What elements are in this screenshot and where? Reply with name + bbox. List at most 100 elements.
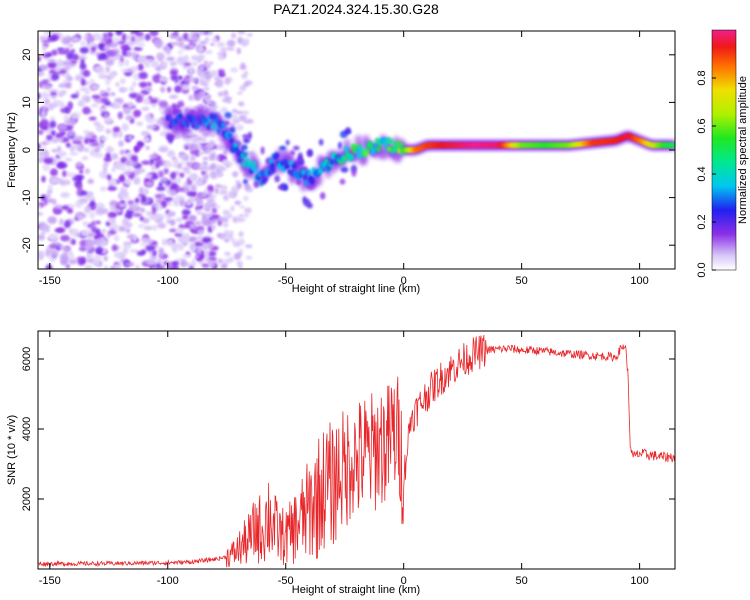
- spectrogram-ridge-core: [398, 142, 404, 149]
- spectrogram-noise-blob: [220, 165, 225, 171]
- spectrogram-noise-blob: [51, 95, 57, 100]
- snr-x-axis: -150 -100 -50 0 50 100: [39, 331, 649, 587]
- spectrogram-noise-blob: [59, 244, 64, 250]
- spectrogram-noise-blob: [200, 73, 207, 80]
- spectrogram-noise-blob: [111, 153, 119, 160]
- spectrogram-x-tick-label: -100: [157, 275, 179, 287]
- spectrogram-noise-blob: [117, 202, 127, 208]
- spectrogram-noise-blob: [244, 80, 250, 87]
- spectrogram-ridge-core: [206, 124, 212, 131]
- spectrogram-noise-blob: [38, 204, 42, 209]
- colorbar-tick-label: 0.0: [696, 262, 708, 277]
- spectrogram-noise-blob: [142, 58, 151, 67]
- spectrogram-noise-blob: [43, 31, 50, 36]
- spectrogram-noise-blob: [156, 52, 165, 61]
- spectrogram-noise-blob: [127, 200, 134, 205]
- spectrogram-noise-blob: [181, 209, 191, 216]
- spectrogram-noise-blob: [184, 145, 189, 150]
- spectrogram-noise-blob: [121, 123, 129, 132]
- spectrogram-ridge-blob: [224, 120, 231, 126]
- spectrogram-x-tick-label: -50: [278, 275, 294, 287]
- spectrogram-noise-blob: [246, 118, 254, 124]
- spectrogram-noise-blob: [201, 191, 208, 198]
- spectrogram-noise-blob: [214, 205, 221, 209]
- spectrogram-noise-blob: [42, 79, 50, 83]
- spectrogram-noise-blob: [170, 74, 179, 81]
- snr-x-tick-label: 0: [401, 575, 407, 587]
- spectrogram-noise-blob: [188, 44, 196, 50]
- spectrogram-noise-blob: [163, 261, 169, 266]
- spectrogram-noise-blob: [42, 84, 52, 90]
- spectrogram-noise-blob: [38, 221, 47, 226]
- spectrogram-noise-blob: [224, 77, 231, 85]
- spectrogram-noise-blob: [83, 96, 91, 103]
- spectrogram-noise-blob: [65, 82, 72, 89]
- spectrogram-noise-blob: [45, 264, 53, 269]
- spectrogram-noise-blob: [145, 211, 155, 216]
- spectrogram-noise-blob: [191, 175, 199, 182]
- spectrogram-noise-blob: [84, 265, 90, 269]
- spectrogram-noise-blob: [240, 62, 246, 70]
- spectrogram-ridge-core: [301, 169, 307, 176]
- spectrogram-ridge-core: [274, 152, 280, 159]
- spectrogram-noise-blob: [145, 173, 153, 178]
- spectrogram-noise-blob: [128, 206, 135, 212]
- spectrogram-noise-blob: [105, 128, 112, 134]
- spectrogram-noise-blob: [60, 192, 71, 198]
- spectrogram-noise-blob: [93, 121, 101, 127]
- colorbar: 0.0 0.2 0.4 0.6 0.8 Normalized spectral ampl…: [696, 29, 749, 278]
- spectrogram-noise-blob: [112, 101, 121, 109]
- spectrogram-noise-blob: [133, 46, 143, 51]
- spectrogram-noise-blob: [129, 85, 134, 93]
- spectrogram-ridge-blob: [277, 184, 286, 191]
- spectrogram-ridge-core: [185, 122, 191, 129]
- spectrogram-noise-blob: [92, 260, 100, 266]
- spectrogram-ridge-core: [343, 145, 349, 152]
- spectrogram-noise-blob: [95, 124, 105, 132]
- spectrogram-noise-blob: [195, 235, 204, 241]
- spectrogram-noise-blob: [48, 102, 55, 111]
- spectrogram-noise-blob: [140, 131, 150, 136]
- spectrogram-noise-blob: [211, 206, 218, 214]
- spectrogram-noise-blob: [94, 146, 101, 153]
- spectrogram-noise-blob: [84, 244, 94, 251]
- spectrogram-noise-blob: [113, 263, 122, 269]
- spectrogram-noise-blob: [121, 33, 127, 42]
- spectrogram-noise-blob: [141, 160, 151, 165]
- spectrogram-ridge-core: [260, 169, 266, 176]
- spectrogram-noise-blob: [206, 143, 213, 149]
- spectrogram-noise-blob: [125, 35, 131, 41]
- spectrogram-noise-blob: [40, 110, 47, 118]
- spectrogram-noise-blob: [177, 100, 185, 108]
- spectrogram-x-tick-label: 100: [630, 275, 648, 287]
- spectrogram-ridge-core: [241, 161, 247, 168]
- spectrogram-noise-blob: [47, 34, 57, 42]
- spectrogram-noise-blob: [55, 59, 64, 68]
- spectrogram-noise-blob: [103, 112, 109, 119]
- spectrogram-noise-blob: [98, 43, 104, 49]
- spectrogram-y-tick-label: -20: [21, 237, 33, 253]
- spectrogram-noise-blob: [99, 89, 105, 95]
- spectrogram-noise-blob: [182, 214, 189, 220]
- spectrogram-noise-blob: [191, 55, 199, 61]
- spectrogram-noise-blob: [136, 121, 144, 127]
- spectrogram-noise-blob: [230, 205, 235, 212]
- spectrogram-noise-blob: [126, 166, 133, 172]
- snr-x-tick-label: -150: [39, 575, 61, 587]
- spectrogram-noise-blob: [57, 151, 67, 157]
- spectrogram-noise-blob: [173, 158, 179, 165]
- spectrogram-noise-blob: [216, 79, 224, 85]
- spectrogram-noise-blob: [117, 61, 125, 67]
- spectrogram-noise-blob: [167, 202, 173, 207]
- spectrogram-ridge-core: [268, 158, 274, 165]
- spectrogram-noise-blob: [113, 234, 120, 242]
- spectrogram-ridge-blob: [289, 150, 296, 156]
- spectrogram-noise-blob: [89, 211, 96, 220]
- spectrogram-noise-blob: [137, 42, 146, 48]
- spectrogram-noise-blob: [70, 93, 79, 99]
- spectrogram-noise-blob: [203, 87, 210, 91]
- spectrogram-noise-blob: [111, 167, 116, 172]
- spectrogram-ridge-core: [356, 152, 362, 159]
- spectrogram-noise-blob: [236, 47, 242, 55]
